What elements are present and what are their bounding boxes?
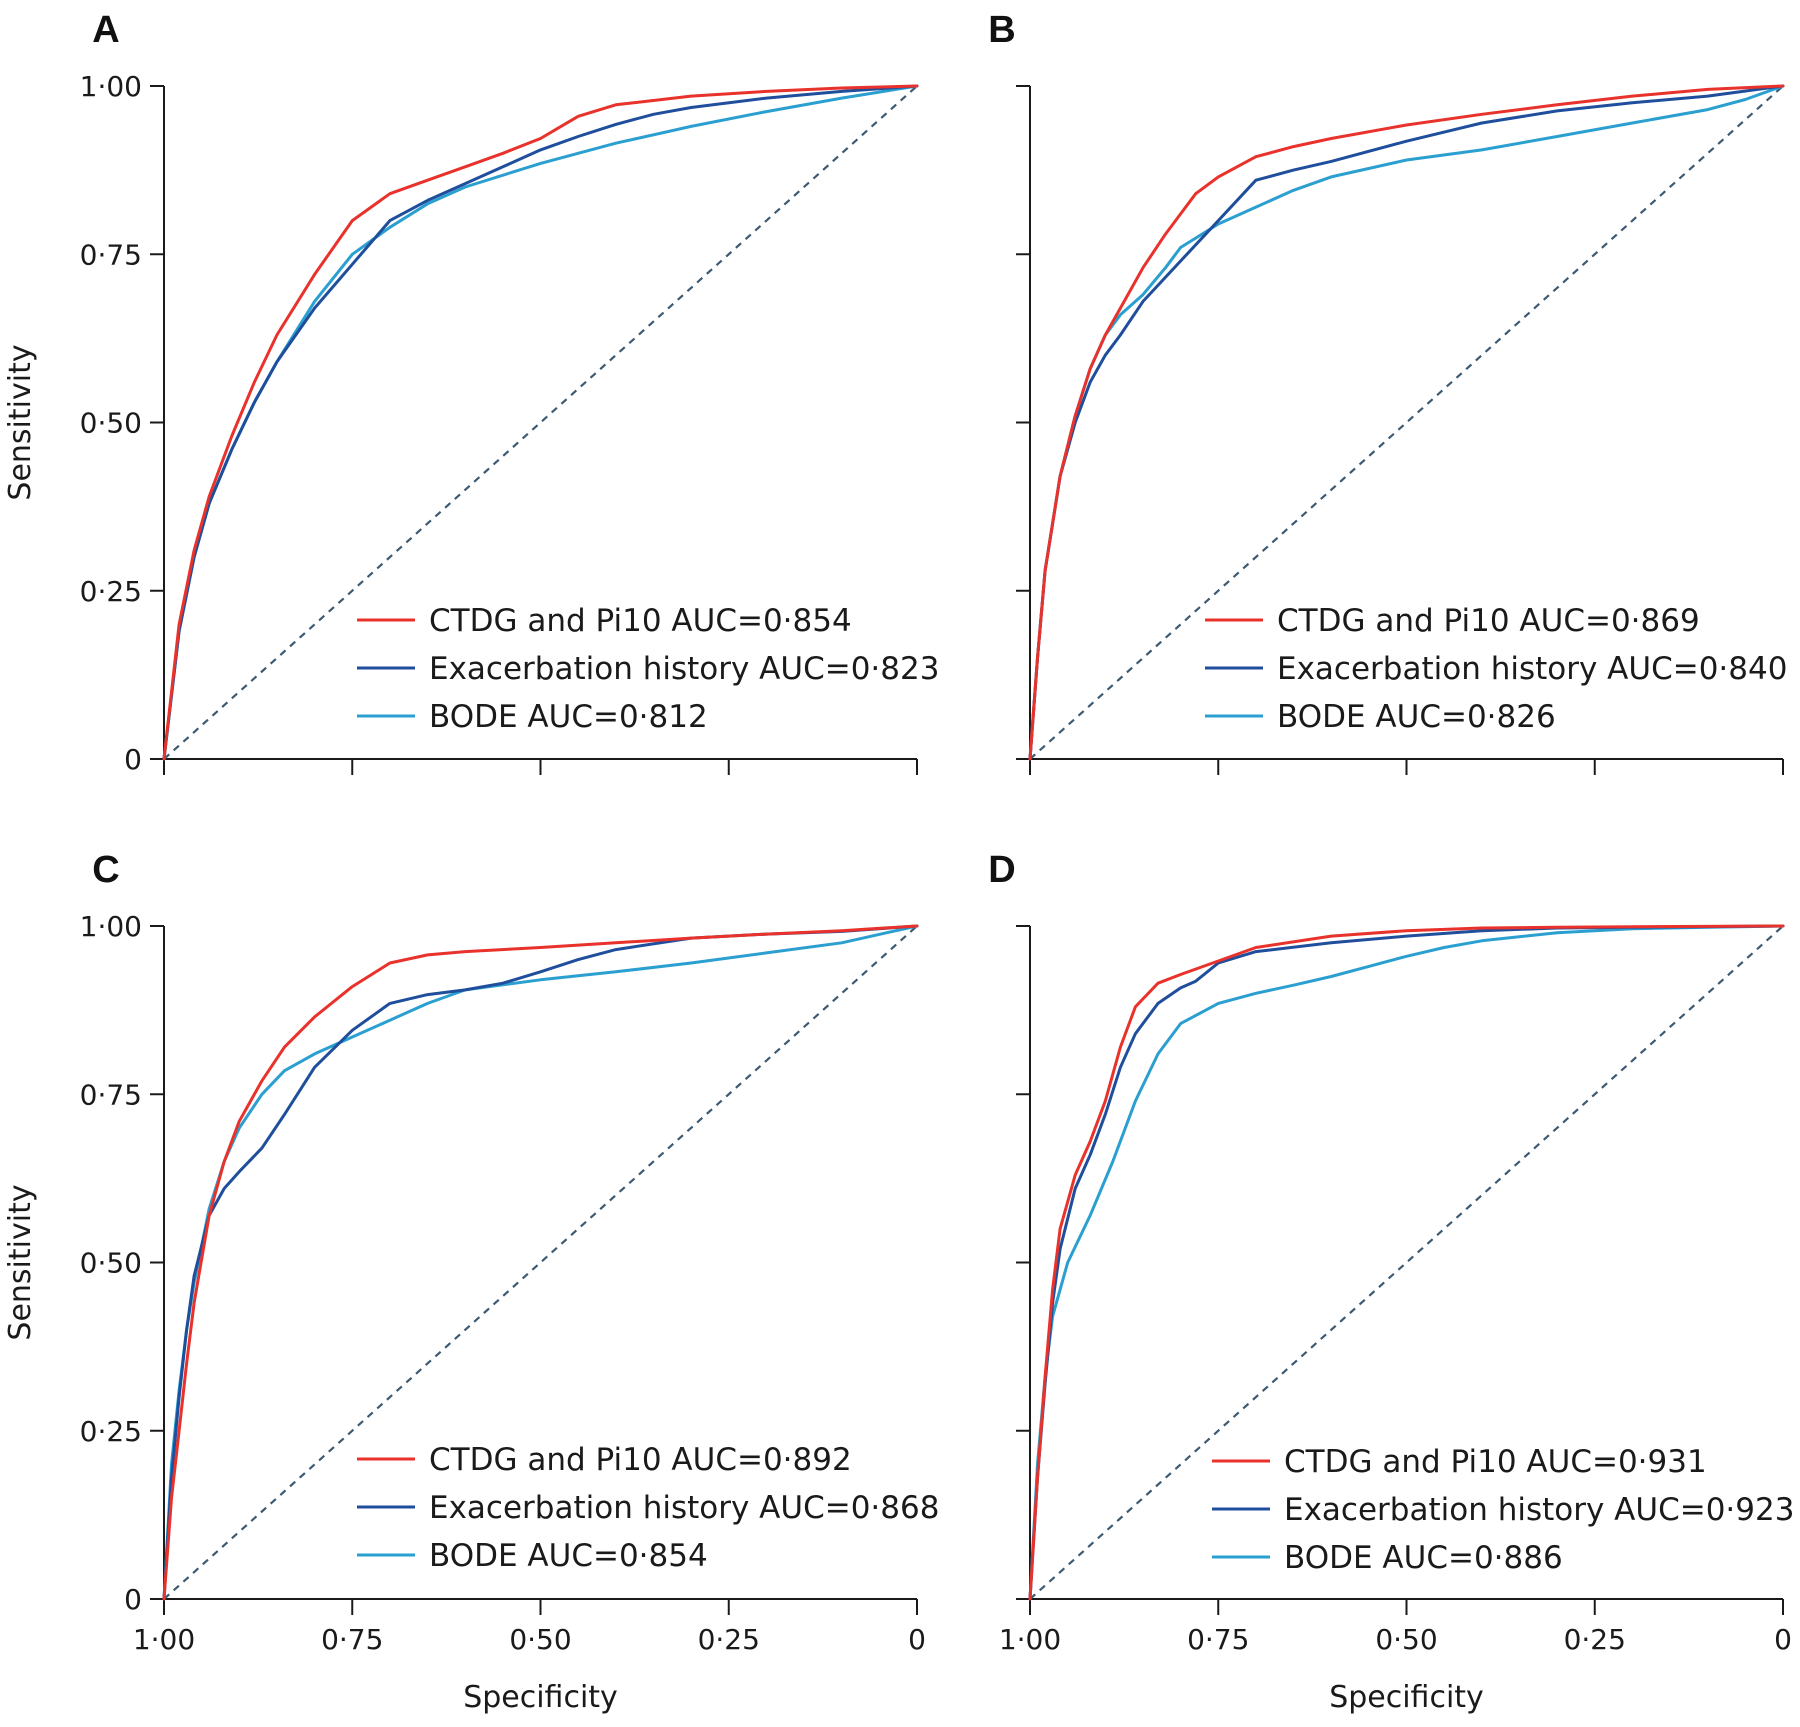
legend: CTDG and Pi10 AUC=0·869 Exacerbation hist… [1205, 603, 1787, 735]
y-tick-label: 1·00 [80, 910, 142, 943]
roc-line-ctdg-and-pi10 [162, 84, 919, 761]
y-axis-title: Sensitivity [3, 1184, 38, 1340]
legend-label: Exacerbation history AUC=0·868 [429, 1490, 939, 1526]
legend: CTDG and Pi10 AUC=0·931 Exacerbation hist… [1212, 1444, 1794, 1576]
legend-label: CTDG and Pi10 AUC=0·892 [429, 1442, 852, 1478]
x-axis-title: Specificity [1329, 1680, 1484, 1715]
roc-line-exacerbation-history [162, 924, 919, 1601]
y-tick-label: 0·25 [80, 575, 142, 608]
roc-line-exacerbation-history [1028, 924, 1785, 1601]
roc-line-ctdg-and-pi10 [1028, 84, 1785, 761]
x-tick-label: 1·00 [999, 1623, 1061, 1656]
legend-label: Exacerbation history AUC=0·923 [1284, 1492, 1794, 1528]
legend-label: CTDG and Pi10 AUC=0·854 [429, 603, 852, 639]
roc-line-bode [1028, 924, 1785, 1601]
legend: CTDG and Pi10 AUC=0·854 Exacerbation hist… [357, 603, 939, 735]
x-tick-label: 0·50 [1375, 1623, 1437, 1656]
legend-label: BODE AUC=0·854 [429, 1538, 708, 1574]
legend-label: Exacerbation history AUC=0·840 [1277, 651, 1787, 687]
y-tick-label: 0·50 [80, 1247, 142, 1280]
legend-label: BODE AUC=0·812 [429, 699, 708, 735]
roc-line-exacerbation-history [162, 84, 919, 761]
y-axis-title: Sensitivity [3, 344, 38, 500]
x-tick-label: 0 [1774, 1623, 1792, 1656]
legend-label: CTDG and Pi10 AUC=0·869 [1277, 603, 1700, 639]
x-tick-label: 1·00 [133, 1623, 195, 1656]
legend: CTDG and Pi10 AUC=0·892 Exacerbation hist… [357, 1442, 939, 1574]
roc-line-ctdg-and-pi10 [162, 924, 919, 1601]
panel-letter: C [92, 849, 119, 891]
roc-line-ctdg-and-pi10 [1028, 924, 1785, 1601]
y-tick-label: 0 [124, 1583, 142, 1616]
y-tick-label: 0·50 [80, 407, 142, 440]
x-axis-title: Specificity [463, 1680, 618, 1715]
y-tick-label: 1·00 [80, 70, 142, 103]
legend-label: BODE AUC=0·886 [1284, 1540, 1563, 1576]
x-tick-label: 0·50 [509, 1623, 571, 1656]
roc-panel-d: D 1·00 0·75 0·50 0·25 0 Specificity CTDG and Pi… [988, 849, 1794, 1715]
x-tick-label: 0·75 [1187, 1623, 1249, 1656]
panel-letter: A [92, 9, 119, 51]
legend-label: CTDG and Pi10 AUC=0·931 [1284, 1444, 1707, 1480]
roc-panel-c: C 0 0·25 0·50 0·75 1·00 1·00 0·75 0·50 0·25 0 Sensi… [3, 849, 939, 1715]
roc-panel-b: B CTDG and Pi10 AUC=0·869 Exacerbation his… [988, 9, 1787, 775]
x-tick-label: 0 [908, 1623, 926, 1656]
roc-panel-a: A 0 0·25 0·50 0·75 1·00 Sensitivity CTDG and Pi… [3, 9, 939, 776]
y-tick-label: 0 [124, 743, 142, 776]
legend-label: BODE AUC=0·826 [1277, 699, 1556, 735]
panel-letter: D [988, 849, 1015, 891]
x-tick-label: 0·25 [1564, 1623, 1626, 1656]
y-tick-label: 0·25 [80, 1415, 142, 1448]
panel-letter: B [988, 9, 1015, 51]
y-tick-label: 0·75 [80, 238, 142, 271]
y-tick-label: 0·75 [80, 1078, 142, 1111]
x-tick-label: 0·25 [698, 1623, 760, 1656]
legend-label: Exacerbation history AUC=0·823 [429, 651, 939, 687]
x-tick-label: 0·75 [321, 1623, 383, 1656]
